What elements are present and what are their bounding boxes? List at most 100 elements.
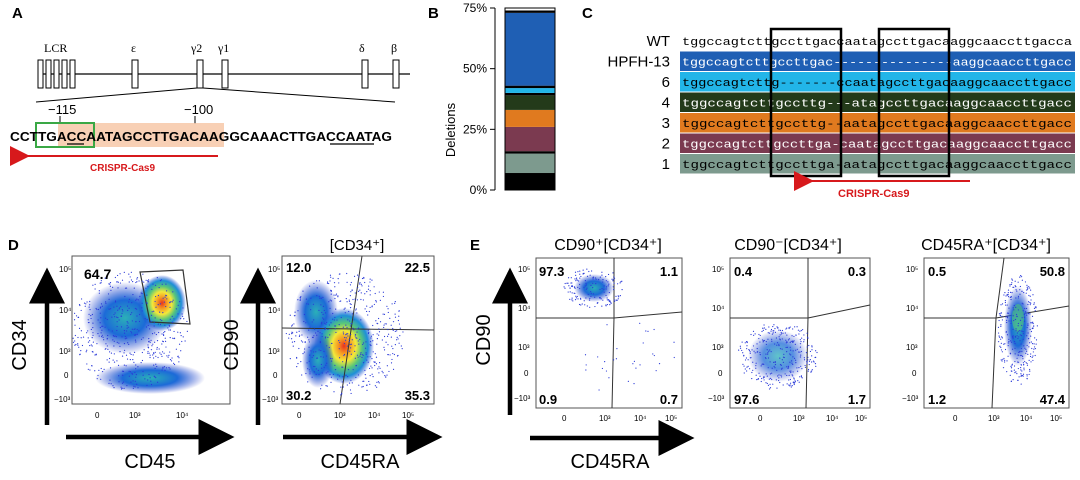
alignment-row-label: 1 (662, 156, 670, 173)
panel-c: C WT tggccagtcttgccttgaccaatagccttgacaagg… (582, 5, 1075, 200)
e3-q-ll: 1.2 (928, 392, 946, 407)
svg-text:10⁵: 10⁵ (712, 265, 724, 274)
panel-e: E CD90 CD45RA CD90⁺[CD34⁺] 97.3 1.1 0.9 … (470, 237, 1070, 473)
e1-y-ticks: 10⁵ 10⁴ 10³ 0 −10³ (514, 265, 531, 403)
e-xlabel: CD45RA (571, 451, 651, 473)
target-highlight (58, 123, 224, 147)
alignment-row-label: 4 (662, 95, 670, 112)
gene-beta: β (391, 41, 397, 55)
bar-segment (505, 126, 555, 152)
stacked-bar (504, 7, 556, 191)
gene-gamma2: γ2 (190, 41, 202, 55)
alignment-row-sequence: tggccagtcttgccttga-aatagccttgacaaggcaacc… (682, 160, 1072, 172)
d2-q-lr: 35.3 (405, 388, 430, 403)
b-tick-label: 0% (470, 183, 488, 197)
alignment-row-bg (680, 72, 1075, 92)
alignment-row-bg (680, 154, 1075, 174)
b-ylabel: Deletions (443, 102, 458, 157)
svg-text:10⁴: 10⁴ (59, 306, 72, 315)
ccaat-box-green (35, 122, 95, 148)
d2-q-ur: 22.5 (405, 260, 430, 275)
svg-text:10⁵: 10⁵ (59, 265, 71, 274)
e1-density (574, 274, 614, 302)
bar-segment (505, 92, 555, 96)
panel-c-label: C (582, 5, 593, 22)
gene-delta: δ (359, 41, 365, 55)
e3-frame (923, 257, 1070, 409)
bar-outline (504, 7, 556, 191)
svg-text:0: 0 (273, 371, 278, 380)
bar-segment (505, 88, 555, 93)
b-ticks: 0% 25% 50% 75% (463, 1, 495, 197)
alignment-row-label: WT (647, 33, 670, 50)
svg-text:10⁵: 10⁵ (855, 414, 867, 423)
d2-quadrant-lines (281, 255, 435, 405)
b-tick-label: 50% (463, 62, 487, 76)
alignment-row-label: 3 (662, 115, 670, 132)
d1-dots (72, 271, 188, 390)
panel-b: B Deletions 0% 25% 50% 75% (428, 1, 556, 197)
svg-text:10³: 10³ (59, 347, 71, 356)
svg-text:0: 0 (297, 411, 302, 420)
bar-segment (505, 12, 555, 86)
target-box-2 (877, 27, 951, 178)
e1-q-ur: 1.1 (660, 264, 678, 279)
gene-epsilon: ε (131, 41, 136, 55)
gene-gamma1: γ1 (217, 41, 229, 55)
svg-text:0: 0 (524, 369, 529, 378)
gene-gamma2-box (196, 59, 204, 89)
e3-x-ticks: 0 10³ 10⁴ 10⁵ (953, 414, 1062, 423)
panel-a-label: A (12, 5, 23, 22)
svg-text:−10³: −10³ (262, 395, 279, 404)
d1-x-ticks: 0 10³ 10⁴ (95, 411, 189, 420)
panel-a: A LCR ε γ2 γ1 δ β −115 −100 CCTTGACCAAT (9, 5, 410, 174)
position-100: −100 (184, 102, 213, 117)
e2-density (748, 330, 808, 382)
alignment-row-label: 2 (662, 136, 670, 153)
bar-segment (505, 85, 555, 89)
e2-q-ul: 0.4 (734, 264, 753, 279)
alignment-row-bg (680, 51, 1075, 71)
svg-text:10⁴: 10⁴ (634, 414, 647, 423)
bar-segment (505, 95, 555, 110)
alignment-row-sequence: tggccagtcttgccttgaccaatagccttgacaaggcaac… (682, 37, 1072, 49)
d2-q-ll: 30.2 (286, 388, 311, 403)
bar-segment (505, 8, 555, 11)
svg-text:10⁵: 10⁵ (268, 265, 280, 274)
svg-text:0: 0 (758, 414, 763, 423)
e2-x-ticks: 0 10³ 10⁴ 10⁵ (758, 414, 867, 423)
svg-text:10⁴: 10⁴ (176, 411, 189, 420)
b-tick-label: 75% (463, 1, 487, 15)
e1-title: CD90⁺[CD34⁺] (554, 237, 662, 254)
d1-gate-value: 64.7 (84, 266, 111, 282)
alignment-row-bg (680, 113, 1075, 133)
bar-segment (505, 10, 555, 13)
svg-text:10⁵: 10⁵ (518, 265, 530, 274)
d1-ylabel: CD34 (9, 319, 31, 370)
svg-text:−10³: −10³ (708, 394, 725, 403)
svg-text:−10³: −10³ (54, 395, 71, 404)
gene-lcr: LCR (44, 41, 67, 55)
e2-q-lr: 1.7 (848, 392, 866, 407)
svg-text:10³: 10³ (518, 343, 530, 352)
d1-xlabel: CD45 (124, 451, 175, 473)
alignment-row-label: HPFH-13 (607, 54, 670, 71)
svg-text:10⁴: 10⁴ (518, 304, 531, 313)
alignment-row-sequence: tggccagtcttgccttgac---------------aaggca… (682, 58, 1072, 70)
e1-q-ll: 0.9 (539, 392, 557, 407)
e3-q-ul: 0.5 (928, 264, 946, 279)
e3-dots (997, 275, 1038, 385)
e2-q-ur: 0.3 (848, 264, 866, 279)
alignment-row-label: 6 (662, 74, 670, 91)
svg-text:10³: 10³ (793, 414, 805, 423)
e1-dots-sparse (584, 322, 675, 391)
e2-dots (738, 324, 818, 390)
svg-text:0: 0 (95, 411, 100, 420)
alignment-row-sequence: tggccagtcttgccttg---atagccttgacaaggcaacc… (682, 99, 1072, 111)
d2-q-ul: 12.0 (286, 260, 311, 275)
d2-dots (285, 272, 404, 396)
e1-q-ul: 97.3 (539, 264, 564, 279)
svg-text:10³: 10³ (906, 343, 918, 352)
alignment-row-bg (680, 92, 1075, 112)
